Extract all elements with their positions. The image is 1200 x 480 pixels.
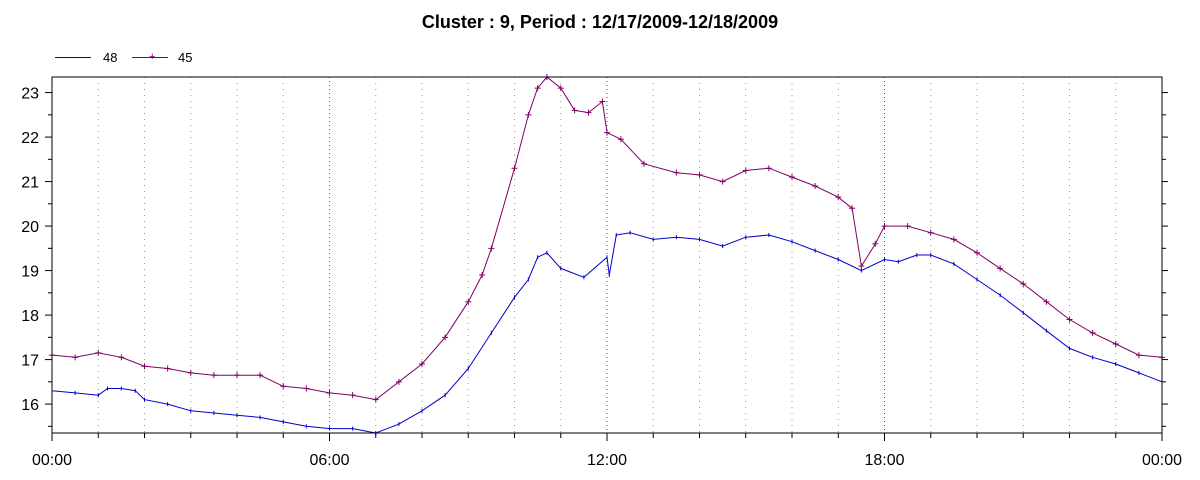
series-48 (51, 230, 1163, 435)
data-point-45-35 (742, 167, 749, 174)
data-point-45-49 (1020, 280, 1027, 287)
data-point-45-33 (696, 171, 703, 178)
legend-line-48 (55, 57, 91, 58)
data-point-45-39 (835, 194, 842, 201)
data-point-45-3 (118, 354, 125, 361)
x-tick-label-3: 18:00 (864, 452, 904, 469)
data-point-45-52 (1089, 329, 1096, 336)
data-point-45-2 (95, 349, 102, 356)
chart-series (49, 74, 1165, 435)
data-point-45-47 (974, 249, 980, 256)
data-point-45-19 (479, 272, 486, 279)
data-point-45-31 (641, 160, 647, 167)
data-point-45-32 (673, 169, 680, 176)
data-point-45-45 (927, 229, 934, 236)
data-point-45-16 (419, 361, 425, 368)
data-point-45-22 (525, 111, 532, 118)
data-point-45-44 (904, 223, 911, 230)
data-point-45-50 (1043, 298, 1050, 305)
data-point-45-29 (604, 129, 610, 136)
data-point-45-25 (557, 85, 564, 92)
x-tick-label-0: 00:00 (32, 452, 72, 469)
data-point-45-36 (765, 165, 772, 172)
data-point-45-14 (372, 396, 379, 403)
data-point-45-37 (789, 174, 795, 181)
series-45 (49, 74, 1165, 403)
data-point-45-12 (326, 389, 333, 396)
chart-axes: 00:00 06:00 12:00 18:00 00:00 16 17 18 19 20 21 22 2… (21, 86, 1182, 469)
y-tick-label-5: 21 (21, 175, 39, 192)
data-point-45-26 (571, 107, 578, 114)
data-point-45-34 (719, 178, 726, 185)
data-point-45-9 (257, 372, 264, 379)
data-point-45-10 (280, 383, 287, 390)
x-tick-label-4: 00:00 (1142, 452, 1182, 469)
chart-title: Cluster : 9, Period : 12/17/2009-12/18/2… (421, 12, 779, 32)
data-point-45-30 (617, 136, 624, 143)
data-point-45-20 (488, 245, 495, 252)
y-tick-label-4: 20 (21, 219, 39, 236)
data-point-45-8 (234, 372, 240, 379)
data-point-45-46 (950, 236, 957, 243)
data-point-45-1 (72, 354, 79, 361)
y-tick-label-6: 22 (21, 130, 39, 147)
data-point-45-7 (210, 372, 217, 379)
data-point-45-17 (442, 334, 449, 341)
data-point-45-11 (303, 385, 310, 392)
chart-legend: 48 + 45 (0, 48, 300, 68)
x-tick-label-2: 12:00 (587, 452, 627, 469)
data-point-45-40 (849, 205, 856, 212)
data-point-45-4 (141, 363, 148, 370)
legend-marker-45: + (149, 51, 156, 63)
data-point-45-13 (349, 392, 356, 399)
data-point-45-38 (812, 183, 819, 190)
data-point-45-6 (187, 369, 194, 376)
series-line-48 (51, 232, 1163, 434)
data-point-45-15 (395, 378, 402, 385)
data-point-45-41 (858, 263, 865, 270)
legend-label-48: 48 (103, 50, 118, 65)
data-point-45-43 (881, 223, 888, 230)
series-line-45 (51, 76, 1163, 401)
data-point-45-51 (1066, 316, 1073, 323)
data-point-45-5 (164, 365, 171, 372)
data-point-45-53 (1112, 341, 1119, 347)
y-tick-label-0: 16 (21, 397, 39, 414)
data-point-45-23 (534, 85, 541, 92)
data-point-45-54 (1135, 352, 1142, 359)
data-point-45-21 (511, 165, 518, 172)
data-point-45-27 (585, 109, 592, 116)
y-tick-label-1: 17 (21, 353, 39, 370)
y-tick-label-7: 23 (21, 86, 39, 103)
data-point-45-42 (872, 240, 879, 247)
data-point-45-18 (465, 298, 472, 305)
y-tick-label-2: 18 (21, 308, 39, 325)
data-point-45-48 (997, 265, 1004, 272)
chart-grid (97, 77, 1117, 433)
data-point-45-28 (599, 98, 606, 105)
y-tick-label-3: 19 (21, 264, 39, 281)
legend-line-45 (132, 57, 168, 58)
x-tick-label-1: 06:00 (309, 452, 349, 469)
legend-label-45: 45 (178, 50, 193, 65)
